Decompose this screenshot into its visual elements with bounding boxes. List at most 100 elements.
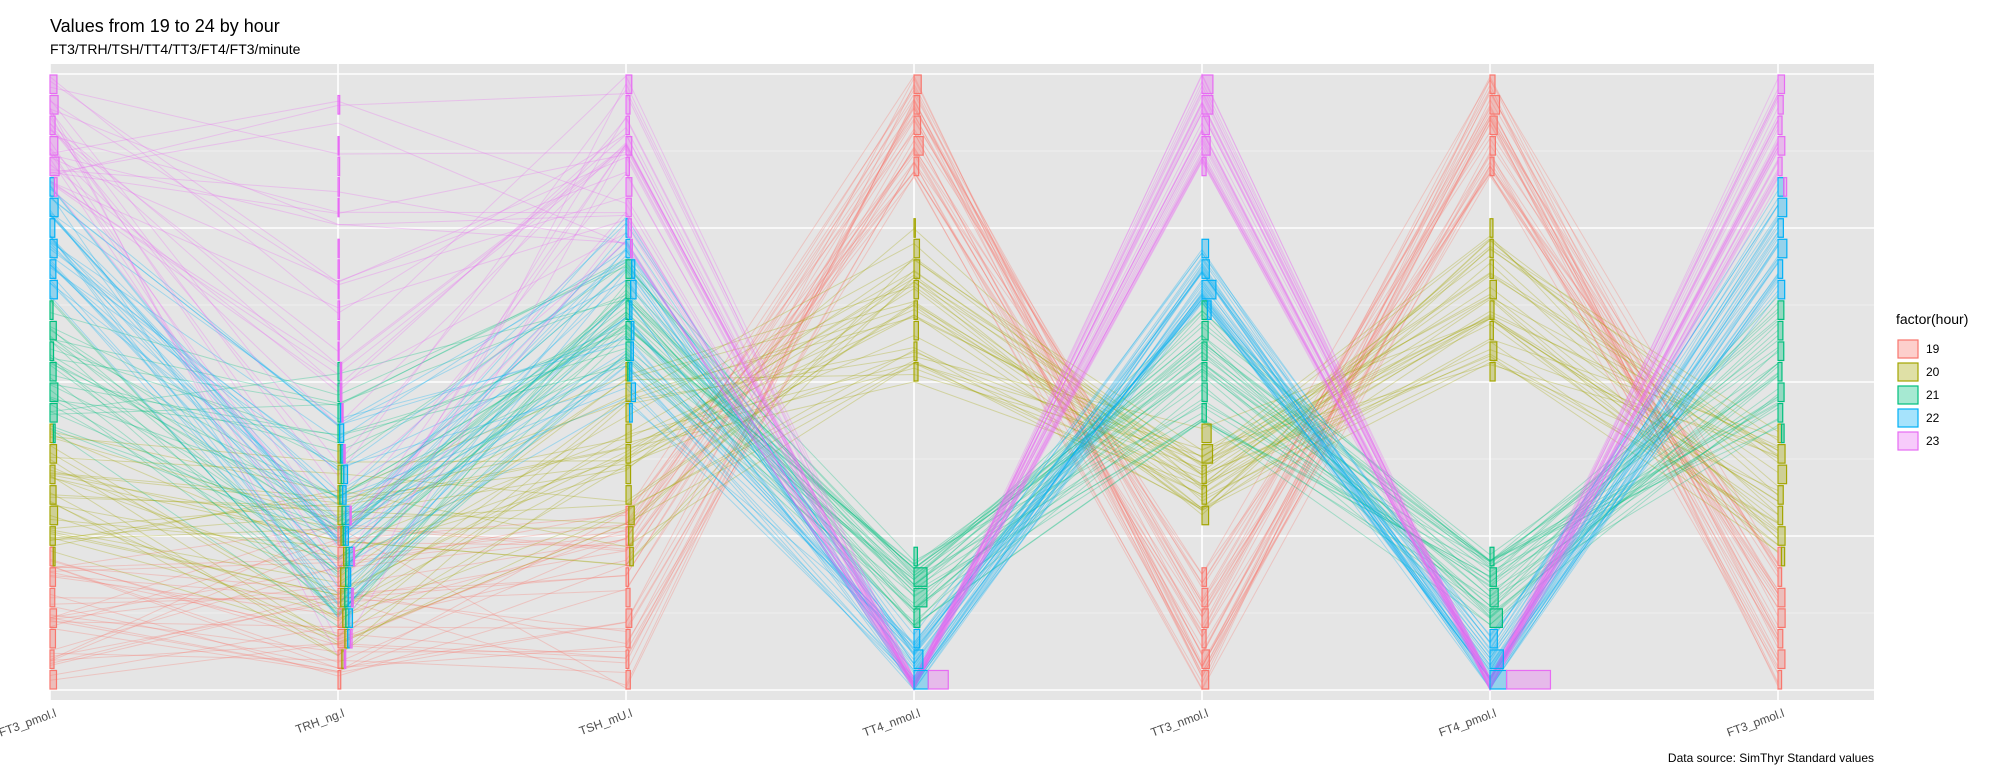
series-23-bar xyxy=(337,320,340,341)
legend-label-19: 19 xyxy=(1926,342,1940,356)
series-20-bar xyxy=(628,526,634,546)
series-19-bar xyxy=(913,94,921,115)
series-19-bar xyxy=(1777,669,1783,690)
series-19-bar xyxy=(1201,669,1210,690)
series-21-bar xyxy=(52,423,56,444)
series-20-bar xyxy=(1777,526,1786,546)
series-21-bar xyxy=(49,402,58,423)
series-20-bar xyxy=(629,546,634,567)
series-23-bar xyxy=(49,156,60,177)
series-20-bar xyxy=(1201,485,1208,505)
series-21-bar xyxy=(49,382,59,403)
series-22-bar xyxy=(49,238,58,259)
series-22-bar xyxy=(1777,197,1788,218)
series-20-bar xyxy=(52,546,56,567)
series-19-bar xyxy=(49,608,58,628)
series-21-bar xyxy=(913,587,928,608)
series-19-bar xyxy=(1201,649,1210,670)
series-23-bar xyxy=(1777,94,1784,115)
series-23-bar xyxy=(337,279,340,300)
series-22-bar xyxy=(49,177,55,197)
series-23-bar xyxy=(1777,156,1783,177)
legend-title: factor(hour) xyxy=(1896,311,1968,327)
series-23-bar xyxy=(49,94,59,115)
series-20-bar xyxy=(1777,464,1788,485)
series-22-bar xyxy=(344,526,350,546)
series-21-bar xyxy=(49,341,55,362)
series-22-bar xyxy=(1777,177,1785,197)
series-21-bar xyxy=(1201,361,1208,382)
series-21-bar xyxy=(1201,341,1208,362)
series-20-bar xyxy=(49,444,58,464)
series-20-bar xyxy=(49,464,56,485)
series-20-bar xyxy=(913,320,920,341)
series-22-bar xyxy=(630,320,635,341)
legend-key-20 xyxy=(1897,362,1919,382)
series-22-bar xyxy=(1489,669,1508,690)
series-19-bar xyxy=(625,669,631,690)
series-22-bar xyxy=(1201,279,1217,300)
series-20-bar xyxy=(913,361,919,382)
series-19-bar xyxy=(337,608,344,628)
series-20-bar xyxy=(625,382,632,403)
legend-label-22: 22 xyxy=(1926,411,1940,425)
series-23-bar xyxy=(625,115,630,136)
series-22-bar xyxy=(630,279,637,300)
series-22-bar xyxy=(339,423,345,444)
series-19-bar xyxy=(1489,74,1496,95)
series-23-bar xyxy=(49,136,59,156)
frequency-bars xyxy=(49,74,1788,690)
series-21-bar xyxy=(1780,423,1785,444)
series-21-bar xyxy=(1489,587,1499,608)
series-20-bar xyxy=(340,587,346,608)
series-22-bar xyxy=(341,485,347,505)
series-22-bar xyxy=(1489,649,1504,670)
series-22-bar xyxy=(49,279,58,300)
series-19-bar xyxy=(913,74,922,95)
series-19-bar xyxy=(49,669,58,690)
series-23-bar xyxy=(337,238,340,259)
series-21-bar xyxy=(1489,567,1497,587)
series-22-bar xyxy=(348,608,354,628)
series-21-bar xyxy=(625,279,632,300)
series-19-bar xyxy=(1777,608,1786,628)
series-23-bar xyxy=(1201,156,1207,177)
series-23-bar xyxy=(351,587,354,608)
series-20-bar xyxy=(49,505,59,526)
series-23-bar xyxy=(625,136,633,156)
series-19-bar xyxy=(1489,136,1496,156)
series-23-bar xyxy=(1201,136,1211,156)
axis-tick-label: TSH_mU.l xyxy=(577,706,634,738)
series-23-bar xyxy=(625,156,630,177)
axis-tick-label: TT4_nmol.l xyxy=(861,706,922,740)
series-23-bar xyxy=(337,177,340,197)
series-22-bar xyxy=(1201,238,1210,259)
series-20-bar xyxy=(1777,444,1786,464)
series-19-bar xyxy=(913,156,920,177)
series-20-bar xyxy=(337,505,343,526)
series-23-bar xyxy=(1201,115,1210,136)
series-22-bar xyxy=(625,238,632,259)
series-22-bar xyxy=(49,259,57,279)
series-20-bar xyxy=(1201,423,1212,444)
series-19-bar xyxy=(1489,115,1498,136)
series-20-bar xyxy=(1777,485,1784,505)
legend-key-21 xyxy=(1897,385,1919,405)
series-20-bar xyxy=(625,464,632,485)
series-23-bar xyxy=(341,402,344,423)
legend-label-20: 20 xyxy=(1926,365,1940,379)
series-20-bar xyxy=(1201,464,1207,485)
axis-tick-labels: FT3_pmol.l TRH_ng.l TSH_mU.l TT4_nmol.l TT3_… xyxy=(0,706,1786,740)
series-19-bar xyxy=(1489,94,1501,115)
series-19-bar xyxy=(1201,587,1209,608)
series-19-bar xyxy=(1777,649,1786,670)
series-23-bar xyxy=(625,177,633,197)
series-20-bar xyxy=(913,300,919,321)
series-20-bar xyxy=(49,526,56,546)
chart-title: Values from 19 to 24 by hour xyxy=(50,16,280,36)
series-21-bar xyxy=(1489,546,1495,567)
series-23-bar xyxy=(337,136,340,156)
series-22-bar xyxy=(49,218,56,238)
series-23-bar xyxy=(1201,74,1214,95)
series-22-bar xyxy=(631,259,636,279)
